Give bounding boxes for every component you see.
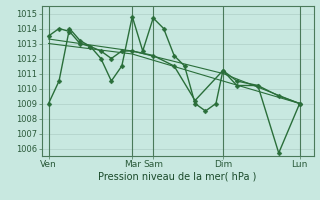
X-axis label: Pression niveau de la mer( hPa ): Pression niveau de la mer( hPa ) xyxy=(99,172,257,182)
